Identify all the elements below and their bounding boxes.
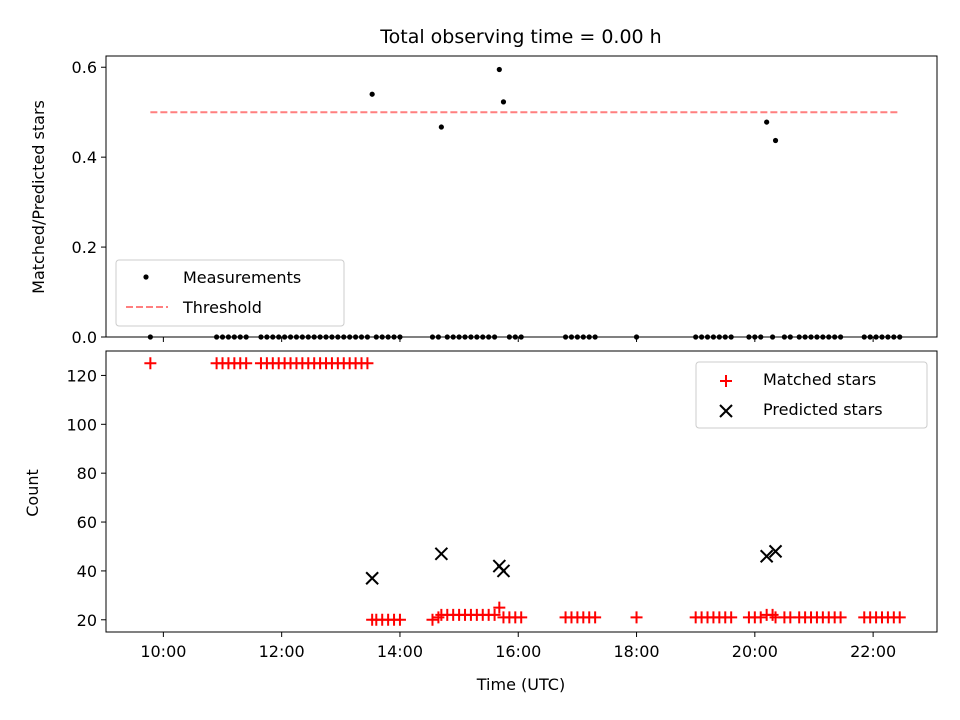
bottom-series-1 <box>365 544 783 585</box>
bottom-y-tick-label: 100 <box>66 415 97 434</box>
measurement-point <box>764 119 770 125</box>
matched-star-point <box>361 357 374 370</box>
x-axis-label: Time (UTC) <box>476 675 565 694</box>
top-y-tick-label: 0.6 <box>72 58 97 77</box>
top-y-tick-label: 0.2 <box>72 238 97 257</box>
bottom-y-tick-label: 120 <box>66 366 97 385</box>
bottom-chart-plot: 20 40 60 80 100 120 10:00 12:00 14:00 16:00 18:00 2… <box>66 350 938 661</box>
matched-star-point <box>766 608 779 621</box>
top-legend-box <box>115 259 345 327</box>
top-chart-title: Total observing time = 0.00 h <box>379 26 661 48</box>
matched-star-point <box>834 611 847 624</box>
bottom-x-tick-label: 22:00 <box>850 642 896 661</box>
bottom-y-tick-label: 20 <box>77 611 97 630</box>
predicted-star-point <box>434 547 449 561</box>
predicted-star-point <box>365 571 379 585</box>
matched-star-point <box>515 611 528 624</box>
bottom-y-tick-label: 80 <box>77 464 97 483</box>
bottom-legend: Matched stars Predicted stars <box>695 361 928 429</box>
bottom-y-tick-label: 60 <box>77 513 97 532</box>
matched-star-point <box>493 601 506 614</box>
predicted-star-point <box>768 544 783 559</box>
bottom-x-tick-label: 20:00 <box>732 642 778 661</box>
legend-threshold-label: Threshold <box>182 298 262 317</box>
matched-star-point <box>426 613 439 626</box>
measurement-point <box>369 91 375 97</box>
bottom-y-axis-label: Count <box>23 469 42 517</box>
legend-matched-marker <box>720 375 732 387</box>
bottom-y-tick-label: 40 <box>77 562 97 581</box>
legend-predicted-marker <box>719 404 733 418</box>
measurement-point <box>500 99 507 105</box>
bottom-legend-box <box>695 361 928 429</box>
legend-predicted-label: Predicted stars <box>763 400 883 419</box>
bottom-x-tick-label: 16:00 <box>495 642 541 661</box>
matched-star-point <box>432 611 445 624</box>
matched-star-point <box>630 611 643 624</box>
top-y-tick-label: 0.0 <box>72 328 97 347</box>
matched-star-point <box>393 613 406 626</box>
bottom-x-tick-label: 14:00 <box>377 642 423 661</box>
bottom-x-tick-label: 10:00 <box>140 642 186 661</box>
matched-star-point <box>144 357 157 370</box>
legend-matched-label: Matched stars <box>763 370 876 389</box>
matched-star-point <box>240 357 253 370</box>
top-chart-plot: 0.0 0.2 0.4 0.6 <box>72 55 938 347</box>
top-legend: Measurements Threshold <box>115 259 345 327</box>
matched-star-point <box>754 611 767 624</box>
legend-measurements-marker <box>143 274 149 280</box>
bottom-x-tick-label: 18:00 <box>613 642 659 661</box>
bottom-x-tick-label: 12:00 <box>259 642 305 661</box>
matched-star-point <box>893 611 906 624</box>
matched-star-point <box>488 608 501 621</box>
measurement-point <box>496 66 502 73</box>
predicted-star-point <box>759 549 774 563</box>
top-axes-frame <box>105 55 938 338</box>
legend-measurements-label: Measurements <box>183 268 301 287</box>
measurement-point <box>438 124 444 130</box>
matched-star-point <box>725 611 738 624</box>
predicted-star-point <box>496 564 511 578</box>
matched-star-point <box>589 611 602 624</box>
measurement-point <box>772 137 779 144</box>
top-y-axis-label: Matched/Predicted stars <box>29 100 48 294</box>
top-y-tick-label: 0.4 <box>72 148 97 167</box>
bottom-series-0 <box>144 357 906 626</box>
bottom-axes-frame <box>105 350 938 633</box>
